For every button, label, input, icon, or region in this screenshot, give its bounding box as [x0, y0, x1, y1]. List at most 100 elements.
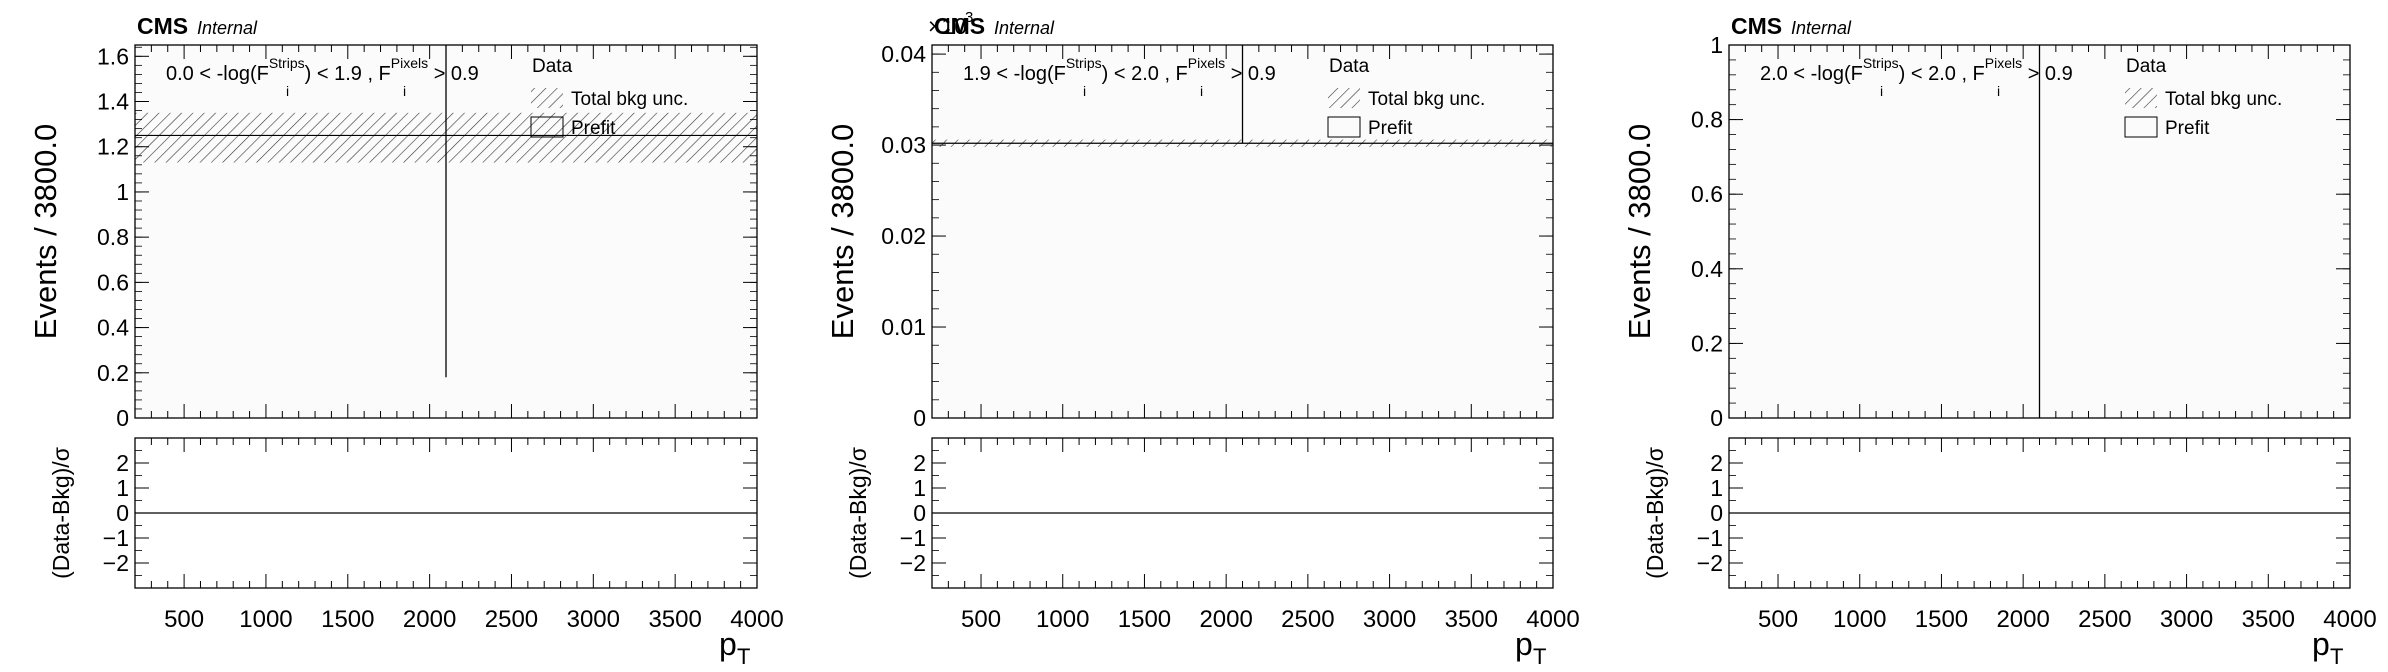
- y-multiplier-exponent: 3: [965, 9, 973, 26]
- ratio-y-tick-label: −1: [103, 525, 129, 551]
- panel-left: 0 0.2 0.4 0.6 0.8 1 1.2 1.4 1.6 CMS Internal 0.0 < …: [28, 13, 784, 669]
- x-tick-label: 1500: [1915, 606, 1968, 633]
- x-tick-label: 2000: [1996, 606, 2049, 633]
- ratio-y-axis-label: (Data-Bkg)/σ: [845, 447, 871, 579]
- x-tick-label: 2000: [403, 606, 456, 633]
- internal-label: Internal: [1791, 18, 1852, 38]
- legend-prefit-swatch: [530, 116, 564, 138]
- x-tick-label: 2500: [2078, 606, 2131, 633]
- y-tick-label: 0: [1710, 405, 1723, 431]
- internal-label: Internal: [197, 18, 258, 38]
- y-tick-label: 1.6: [97, 43, 129, 69]
- y-tick-label: 0.01: [881, 314, 926, 340]
- legend-bkg-swatch: [2125, 88, 2157, 108]
- x-axis-subscript: T: [2330, 644, 2343, 669]
- ratio-y-tick-label: 1: [913, 475, 926, 501]
- ratio-y-tick-label: 0: [116, 500, 129, 526]
- x-tick-label: 500: [961, 606, 1001, 633]
- panel-right: 0 0.2 0.4 0.6 0.8 1 CMS Internal 2.0 < -log(FStr…: [1622, 13, 2377, 669]
- x-tick-label: 1500: [1118, 606, 1171, 633]
- cms-label: CMS: [137, 13, 188, 39]
- x-axis-label: p: [1515, 626, 1533, 662]
- legend-bkg-label: Total bkg unc.: [2165, 89, 2282, 110]
- region-label: 0.0 < -log(FStrips) < 1.9 , FPixels > 0.…: [166, 55, 479, 85]
- subscript-i-pixels: i: [1200, 83, 1203, 99]
- y-tick-label: 0.4: [1691, 256, 1723, 282]
- ratio-y-tick-label: 2: [1710, 450, 1723, 476]
- panel-middle: 0 0.01 0.02 0.03 0.04 CMS Internal ×103 1.9 < -l…: [825, 9, 1580, 669]
- x-tick-label: 1000: [1036, 606, 1089, 633]
- ratio-y-tick-label: 0: [1710, 500, 1723, 526]
- region-label: 2.0 < -log(FStrips) < 2.0 , FPixels > 0.…: [1760, 55, 2073, 85]
- x-tick-label: 1000: [1833, 606, 1886, 633]
- legend-prefit-label: Prefit: [1368, 118, 1413, 139]
- legend-bkg-swatch: [1328, 88, 1360, 108]
- legend-prefit-swatch: [1327, 116, 1361, 138]
- y-tick-label: 1.2: [97, 134, 129, 160]
- y-tick-label: 0.6: [97, 269, 129, 295]
- y-axis-label: Events / 3800.0: [1622, 124, 1657, 339]
- subscript-i-strips: i: [286, 83, 289, 99]
- legend-bkg-label: Total bkg unc.: [571, 89, 688, 110]
- x-tick-label: 3000: [567, 606, 620, 633]
- x-tick-label: 3000: [1363, 606, 1416, 633]
- region-label: 1.9 < -log(FStrips) < 2.0 , FPixels > 0.…: [963, 55, 1276, 85]
- internal-label: Internal: [994, 18, 1055, 38]
- ratio-y-tick-label: 0: [913, 500, 926, 526]
- y-tick-label: 0.8: [97, 224, 129, 250]
- ratio-y-tick-label: −2: [103, 550, 129, 576]
- y-tick-label: 0.4: [97, 315, 129, 341]
- subscript-i-strips: i: [1083, 83, 1086, 99]
- x-tick-label: 500: [1758, 606, 1798, 633]
- x-tick-label: 2500: [485, 606, 538, 633]
- legend-bkg-label: Total bkg unc.: [1368, 89, 1485, 110]
- y-tick-label: 0.02: [881, 223, 926, 249]
- x-tick-label: 1500: [321, 606, 374, 633]
- x-tick-label: 4000: [730, 606, 783, 633]
- ratio-y-tick-label: −1: [1697, 525, 1723, 551]
- y-tick-label: 0.03: [881, 132, 926, 158]
- y-tick-label: 1: [1710, 32, 1723, 58]
- y-tick-label: 0.6: [1691, 181, 1723, 207]
- x-tick-label: 1000: [239, 606, 292, 633]
- y-axis-label: Events / 3800.0: [28, 124, 63, 339]
- legend-bkg-swatch: [531, 88, 563, 108]
- x-tick-label: 2500: [1281, 606, 1334, 633]
- x-tick-label: 3500: [648, 606, 701, 633]
- y-axis-label: Events / 3800.0: [825, 124, 860, 339]
- legend-prefit-label: Prefit: [2165, 118, 2210, 139]
- x-axis-subscript: T: [737, 644, 750, 669]
- x-tick-label: 3500: [1445, 606, 1498, 633]
- legend-prefit-label: Prefit: [571, 118, 616, 139]
- legend-data-label: Data: [532, 56, 573, 77]
- x-axis-label: p: [719, 626, 737, 662]
- y-tick-label: 0.04: [881, 41, 926, 67]
- legend-prefit-swatch: [2124, 116, 2158, 138]
- x-tick-label: 3500: [2242, 606, 2295, 633]
- ratio-y-axis-label: (Data-Bkg)/σ: [1642, 447, 1668, 579]
- ratio-y-tick-label: −2: [1697, 550, 1723, 576]
- ratio-y-axis-label: (Data-Bkg)/σ: [48, 447, 74, 579]
- ratio-y-tick-label: −1: [900, 525, 926, 551]
- y-tick-label: 0.8: [1691, 107, 1723, 133]
- x-axis-subscript: T: [1533, 644, 1546, 669]
- x-tick-label: 500: [164, 606, 204, 633]
- y-tick-label: 0.2: [97, 360, 129, 386]
- ratio-y-tick-label: 1: [1710, 475, 1723, 501]
- subscript-i-strips: i: [1880, 83, 1883, 99]
- legend-data-label: Data: [2126, 56, 2167, 77]
- x-tick-label: 2000: [1199, 606, 1252, 633]
- x-tick-label: 4000: [2323, 606, 2376, 633]
- ratio-y-tick-label: 2: [116, 450, 129, 476]
- subscript-i-pixels: i: [403, 83, 406, 99]
- y-tick-label: 1.4: [97, 89, 129, 115]
- ratio-y-tick-label: 2: [913, 450, 926, 476]
- legend-data-label: Data: [1329, 56, 1370, 77]
- subscript-i-pixels: i: [1997, 83, 2000, 99]
- cms-label: CMS: [1731, 13, 1782, 39]
- x-tick-label: 3000: [2160, 606, 2213, 633]
- y-tick-label: 0.2: [1691, 330, 1723, 356]
- y-tick-label: 0: [913, 405, 926, 431]
- y-multiplier: ×10: [928, 13, 967, 39]
